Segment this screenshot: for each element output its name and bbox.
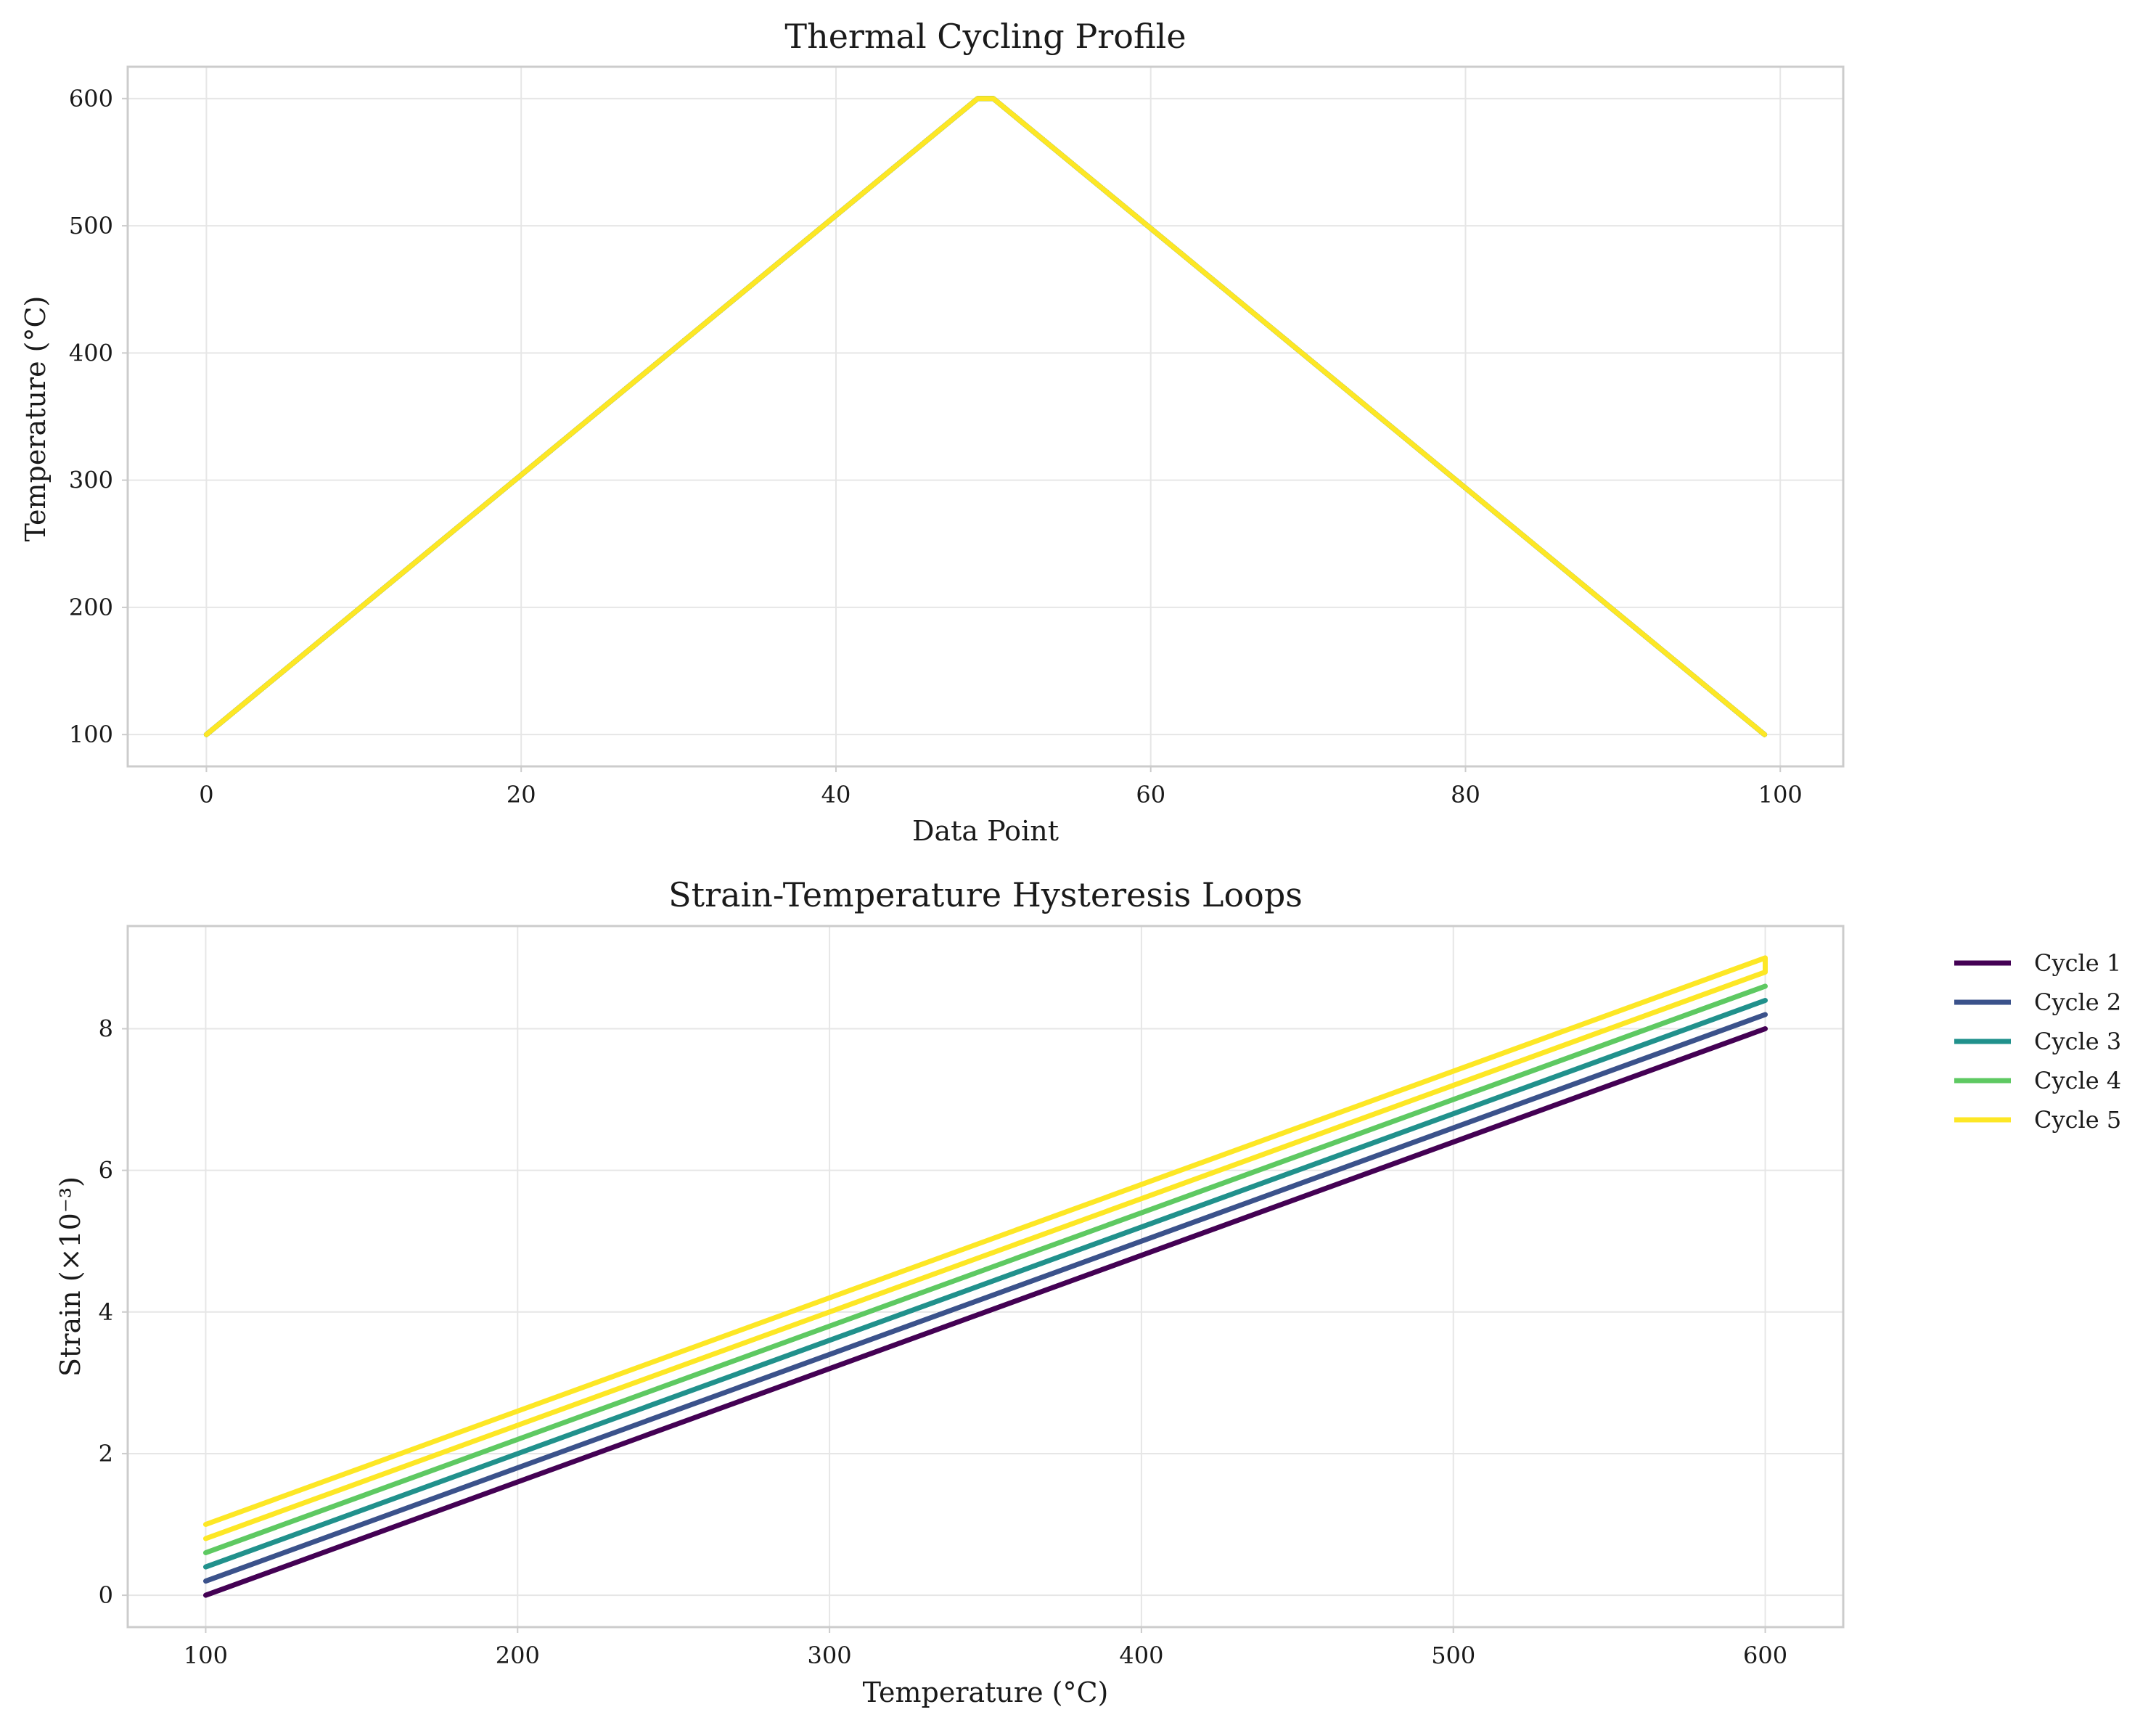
legend-label: Cycle 2 (2034, 988, 2121, 1016)
y-tick-label: 0 (99, 1581, 113, 1609)
x-tick-label: 200 (496, 1642, 540, 1669)
x-tick-label: 20 (507, 781, 536, 808)
y-tick-label: 4 (99, 1298, 113, 1326)
series-group (203, 96, 1768, 737)
x-tick-label: 40 (821, 781, 851, 808)
y-tick-label: 2 (99, 1440, 113, 1467)
thermal-cycling-panel: Thermal Cycling Profile Data Point Tempe… (20, 17, 1845, 847)
series-line-cycle-4 (203, 983, 1768, 1555)
x-tick-label: 500 (1431, 1642, 1475, 1669)
y-axis-label: Temperature (°C) (20, 296, 52, 542)
x-tick-label: 300 (808, 1642, 852, 1669)
chart-title: Thermal Cycling Profile (784, 17, 1186, 56)
y-tick-label: 500 (69, 212, 113, 239)
y-tick-label: 100 (69, 721, 113, 748)
chart-title: Strain-Temperature Hysteresis Loops (668, 875, 1303, 914)
legend-label: Cycle 5 (2034, 1106, 2121, 1134)
x-axis-label: Data Point (912, 815, 1059, 847)
x-axis-label: Temperature (°C) (863, 1676, 1109, 1708)
tick-labels: 100 200 300 400 500 600 0 2 4 6 8 (99, 1015, 1787, 1669)
y-tick-label: 400 (69, 339, 113, 366)
y-axis-label: Strain (×10⁻³) (54, 1176, 86, 1377)
x-tick-label: 600 (1743, 1642, 1787, 1669)
y-tick-label: 6 (99, 1157, 113, 1184)
axes-frame (126, 65, 1845, 768)
axes-frame (126, 925, 1845, 1629)
grid-lines (128, 67, 1843, 766)
x-tick-label: 80 (1451, 781, 1480, 808)
legend: Cycle 1 Cycle 2 Cycle 3 Cycle 4 Cycle 5 (1954, 949, 2121, 1134)
x-tick-label: 400 (1119, 1642, 1163, 1669)
series-line-cycle-3 (203, 998, 1768, 1570)
legend-label: Cycle 1 (2034, 949, 2121, 977)
x-tick-label: 0 (199, 781, 213, 808)
x-tick-label: 100 (184, 1642, 228, 1669)
legend-label: Cycle 4 (2034, 1067, 2121, 1094)
series-line-cycle-5 (203, 955, 1768, 1541)
tick-marks (122, 1028, 1766, 1633)
series-line-cycle-5 (203, 96, 1768, 737)
tick-marks (122, 97, 1782, 772)
x-tick-label: 100 (1758, 781, 1803, 808)
y-tick-label: 300 (69, 467, 113, 494)
tick-labels: 0 20 40 60 80 100 100 200 300 400 500 600 (69, 85, 1803, 808)
series-group (203, 955, 1768, 1598)
x-tick-label: 60 (1136, 781, 1165, 808)
series-line-cycle-1 (203, 1026, 1768, 1598)
series-line-cycle-2 (203, 1012, 1768, 1584)
grid-lines (128, 926, 1843, 1627)
y-tick-label: 200 (69, 594, 113, 621)
y-tick-label: 600 (69, 85, 113, 112)
legend-label: Cycle 3 (2034, 1028, 2121, 1055)
hysteresis-panel: Strain-Temperature Hysteresis Loops Temp… (54, 875, 2121, 1708)
y-tick-label: 8 (99, 1015, 113, 1042)
